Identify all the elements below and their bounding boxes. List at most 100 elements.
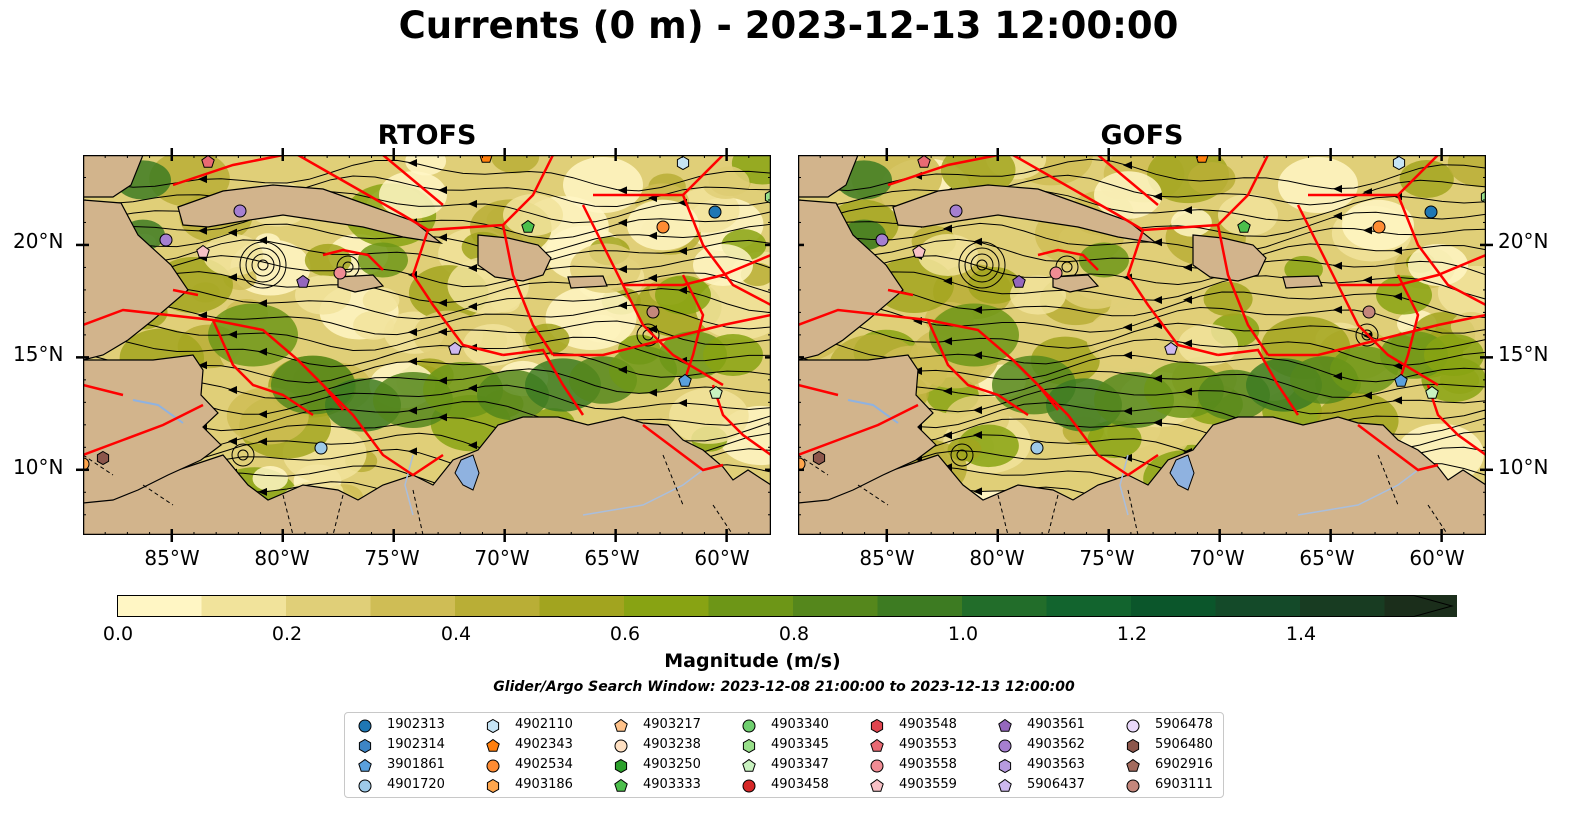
float-marker xyxy=(708,205,722,219)
float-marker xyxy=(1195,155,1209,163)
legend-marker-icon xyxy=(742,738,756,754)
float-marker xyxy=(656,220,670,234)
lon-label-gofs-60: 60°W xyxy=(1409,546,1465,570)
float-marker xyxy=(812,450,826,466)
float-marker xyxy=(646,305,660,319)
map-panel-rtofs xyxy=(83,155,771,535)
legend-label: 6903111 xyxy=(1155,777,1213,792)
legend-label: 4903186 xyxy=(515,777,573,792)
legend-marker-icon xyxy=(870,759,884,773)
float-marker xyxy=(1394,373,1408,387)
legend-marker xyxy=(870,759,884,773)
legend-marker-icon xyxy=(358,719,372,733)
map-panel-gofs xyxy=(798,155,1486,535)
legend-marker xyxy=(486,778,500,794)
legend-marker-icon xyxy=(742,779,756,793)
legend-marker xyxy=(358,758,372,772)
legend-marker xyxy=(486,738,500,752)
legend-label: 4903558 xyxy=(899,757,957,772)
legend-marker-icon xyxy=(358,779,372,793)
legend-label: 4903559 xyxy=(899,777,957,792)
colorbar-segment xyxy=(1046,595,1132,617)
colorbar-tick-7: 1.4 xyxy=(1285,623,1317,645)
eez-boundaries xyxy=(798,155,1486,477)
legend-label: 4903561 xyxy=(1027,717,1085,732)
legend-marker-icon xyxy=(870,778,884,792)
panel-title-gofs: GOFS xyxy=(1100,120,1184,151)
legend-marker-icon xyxy=(614,718,628,732)
colorbar-segment xyxy=(539,595,625,617)
float-marker xyxy=(1237,219,1251,233)
legend-label: 4901720 xyxy=(387,777,445,792)
float-marker xyxy=(1392,155,1406,171)
legend-marker xyxy=(1126,758,1140,772)
lon-label-gofs-70: 70°W xyxy=(1189,546,1245,570)
float-legend: 1902313 1902314 3901861 4901720 4902110 49023… xyxy=(344,712,1224,798)
legend-label: 3901861 xyxy=(387,757,445,772)
legend-label: 5906437 xyxy=(1027,777,1085,792)
map-frame xyxy=(798,155,1486,535)
legend-label: 4903562 xyxy=(1027,737,1085,752)
main-title: Currents (0 m) - 2023-12-13 12:00:00 xyxy=(398,4,1179,47)
eez-boundaries xyxy=(83,155,771,477)
legend-label: 5906478 xyxy=(1155,717,1213,732)
lon-label-gofs-85: 85°W xyxy=(859,546,915,570)
colorbar-tick-3: 0.6 xyxy=(609,623,641,645)
lon-label-rtofs-80: 80°W xyxy=(254,546,310,570)
colorbar-tick-1: 0.2 xyxy=(271,623,303,645)
legend-marker-icon xyxy=(486,759,500,773)
colorbar-outline xyxy=(117,595,1454,617)
lat-label-right-20: 20°N xyxy=(1498,229,1549,253)
colorbar-tick-6: 1.2 xyxy=(1116,623,1148,645)
colorbar-segment xyxy=(962,595,1047,617)
legend-marker-icon xyxy=(1126,719,1140,733)
float-marker xyxy=(196,244,210,258)
legend-marker-icon xyxy=(486,738,500,752)
legend-marker xyxy=(486,759,500,773)
colorbar-tick-4: 0.8 xyxy=(778,623,810,645)
legend-label: 4903458 xyxy=(771,777,829,792)
float-marker xyxy=(676,155,690,171)
colorbar-tick-5: 1.0 xyxy=(947,623,979,645)
float-marker xyxy=(1030,441,1044,455)
lon-label-rtofs-85: 85°W xyxy=(144,546,200,570)
legend-marker xyxy=(742,719,756,733)
lon-label-rtofs-75: 75°W xyxy=(364,546,420,570)
search-window-text: Glider/Argo Search Window: 2023-12-08 21… xyxy=(493,679,1075,695)
legend-marker-icon xyxy=(998,778,1012,792)
lat-label-right-10: 10°N xyxy=(1498,455,1549,479)
legend-marker xyxy=(870,738,884,752)
float-marker xyxy=(1012,274,1026,288)
colorbar-segment xyxy=(1131,595,1216,617)
float-marker xyxy=(949,204,963,218)
float-marker xyxy=(1362,305,1376,319)
legend-marker-icon xyxy=(742,758,756,772)
colorbar-extend-arrow xyxy=(1414,595,1452,617)
legend-label: 4903217 xyxy=(643,717,701,732)
legend-label: 4903250 xyxy=(643,757,701,772)
colorbar-segment xyxy=(455,595,540,617)
float-marker xyxy=(233,204,247,218)
legend-marker-icon xyxy=(614,739,628,753)
legend-marker xyxy=(870,778,884,792)
legend-marker xyxy=(1126,779,1140,793)
float-marker xyxy=(1424,205,1438,219)
legend-label: 6902916 xyxy=(1155,757,1213,772)
colorbar-segment xyxy=(117,595,202,617)
legend-marker-icon xyxy=(358,738,372,754)
lat-label-left-20: 20°N xyxy=(13,229,64,253)
float-marker xyxy=(333,266,347,280)
lon-label-rtofs-65: 65°W xyxy=(584,546,640,570)
colorbar-segment xyxy=(877,595,963,617)
float-marker xyxy=(912,244,926,258)
inland-water xyxy=(847,399,1419,516)
panel-title-rtofs: RTOFS xyxy=(377,120,477,151)
legend-marker xyxy=(998,758,1012,774)
float-marker xyxy=(448,341,462,355)
legend-label: 4902534 xyxy=(515,757,573,772)
legend-marker xyxy=(358,719,372,733)
legend-marker xyxy=(870,718,884,734)
legend-marker-icon xyxy=(742,719,756,733)
legend-marker-icon xyxy=(998,758,1012,774)
float-marker xyxy=(875,233,889,247)
